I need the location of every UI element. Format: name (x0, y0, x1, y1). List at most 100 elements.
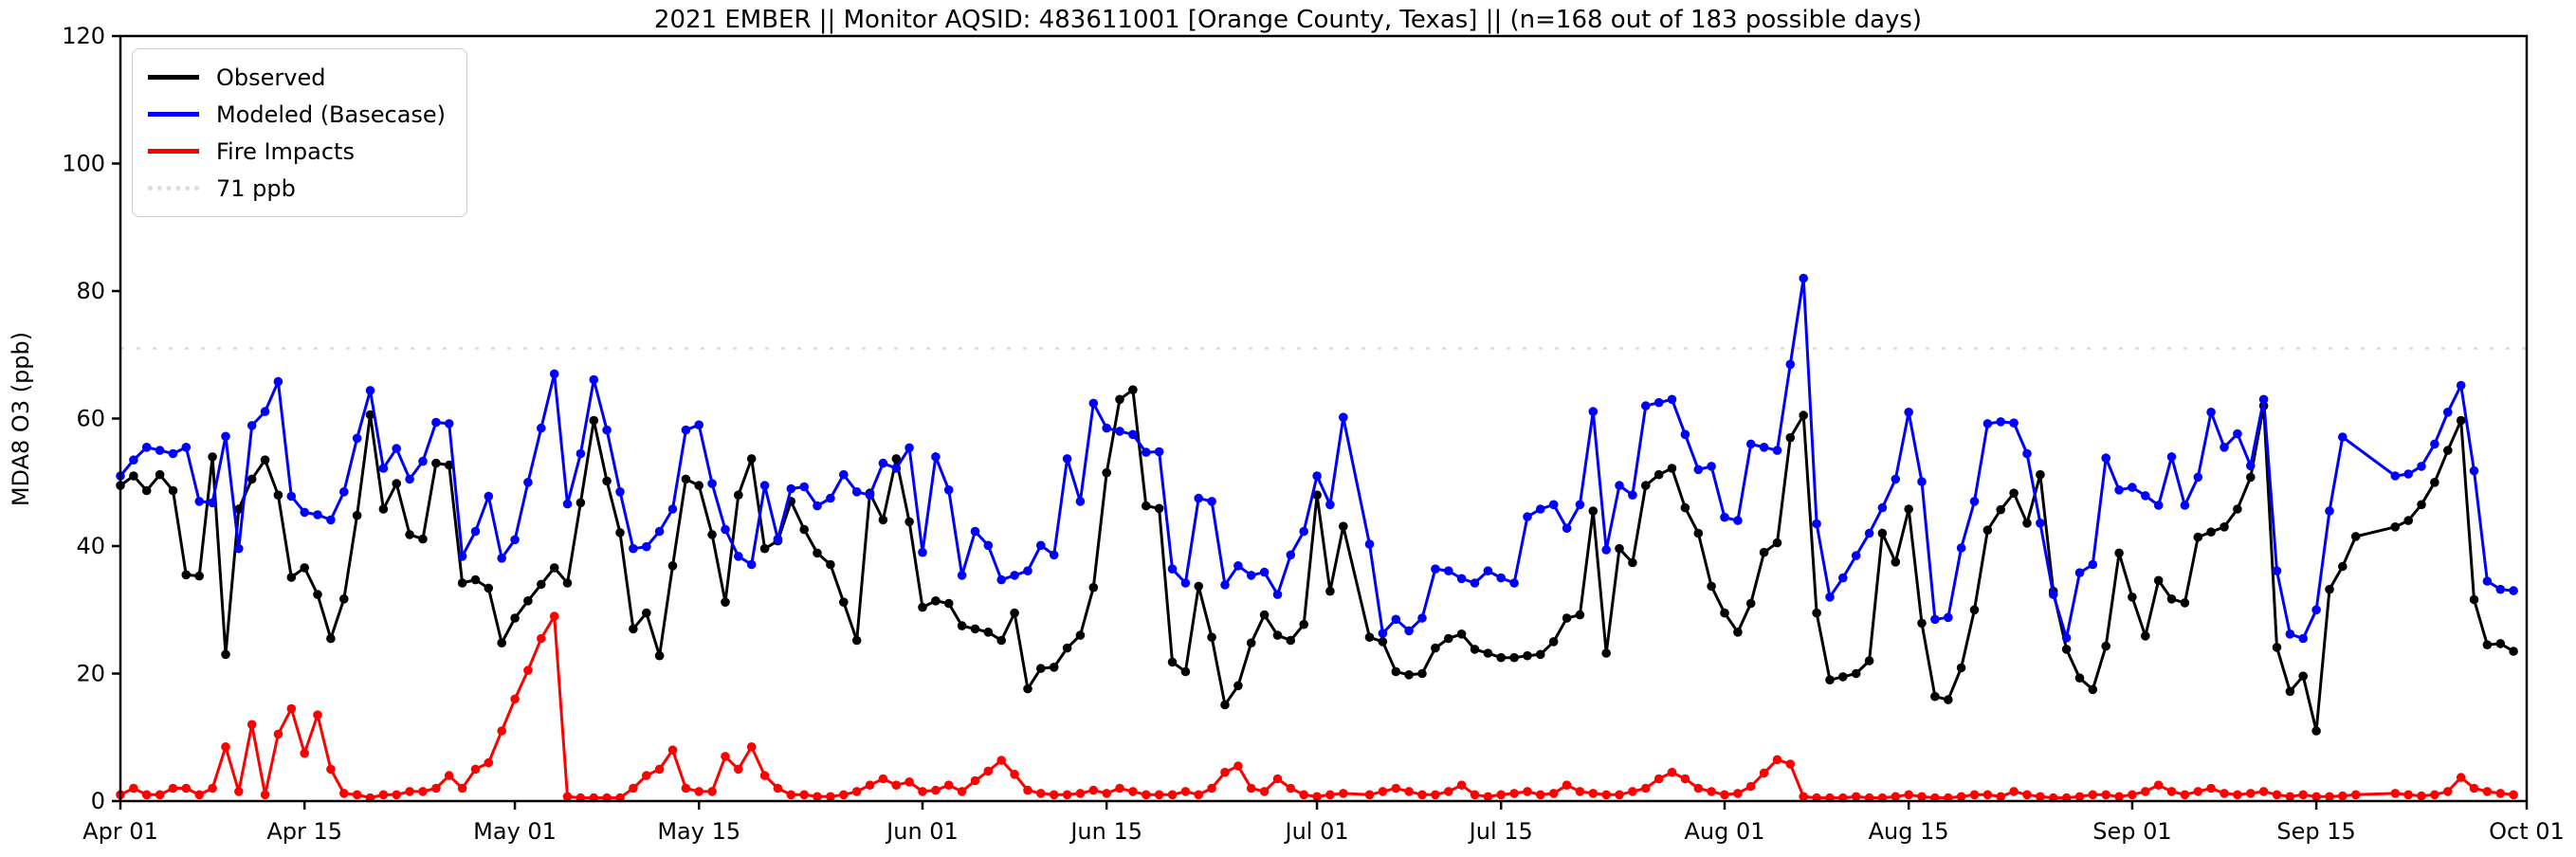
data-point (313, 510, 322, 520)
data-point (2258, 394, 2269, 405)
data-point (1456, 629, 1467, 639)
data-point (129, 455, 138, 465)
x-tick-label: Jul 15 (1468, 818, 1533, 845)
data-point (2272, 566, 2282, 575)
data-point (1444, 633, 1453, 644)
data-point (2022, 790, 2032, 800)
data-point (1180, 666, 1191, 677)
data-point (642, 608, 651, 618)
data-point (1128, 429, 1138, 440)
data-point (1548, 500, 1559, 510)
data-point (1956, 663, 1966, 673)
data-point (392, 790, 402, 800)
data-point (537, 579, 546, 590)
data-point (904, 443, 914, 453)
data-point (2417, 500, 2426, 510)
legend-item-modeled-basecase-: Modeled (Basecase) (148, 96, 446, 133)
data-point (1102, 789, 1111, 798)
data-point (1996, 417, 2005, 427)
data-point (300, 563, 310, 573)
data-point (194, 497, 204, 506)
x-tick-label: Sep 15 (2276, 818, 2355, 845)
data-point (667, 504, 678, 514)
data-point (2350, 532, 2361, 541)
data-point (2246, 789, 2256, 798)
data-point (589, 374, 599, 385)
data-point (1470, 578, 1480, 588)
series-line-observed (119, 387, 2514, 732)
data-point (260, 407, 270, 416)
data-point (1180, 578, 1191, 588)
data-point (2166, 787, 2177, 796)
data-point (2101, 790, 2110, 800)
data-point (221, 649, 230, 660)
data-point (1496, 652, 1506, 663)
data-point (2088, 684, 2098, 695)
data-point (1207, 783, 1216, 793)
data-point (2088, 559, 2098, 570)
data-point (1680, 429, 1690, 440)
x-tick-label: May 15 (657, 818, 740, 845)
data-point (1259, 567, 1270, 577)
data-point (1680, 774, 1690, 784)
data-point (444, 419, 454, 428)
data-point (1601, 648, 1611, 658)
y-axis-title: MDA8 O3 (ppb) (8, 331, 34, 507)
data-point (746, 559, 757, 570)
data-point (970, 775, 980, 786)
data-point (2443, 787, 2453, 796)
data-point (1220, 700, 1230, 710)
data-point (1431, 643, 1440, 653)
data-point (1299, 526, 1308, 537)
data-point (2311, 605, 2321, 615)
data-point (260, 790, 270, 800)
data-point (260, 455, 270, 465)
data-point (431, 417, 441, 428)
data-point (234, 543, 244, 554)
data-point (549, 369, 559, 379)
data-point (2430, 790, 2439, 800)
data-point (1641, 481, 1651, 490)
data-point (418, 534, 428, 544)
data-point (2390, 471, 2401, 481)
data-point (497, 638, 506, 647)
data-point (2180, 598, 2190, 608)
data-point (681, 474, 691, 484)
data-point (865, 780, 875, 790)
data-point (1851, 792, 1861, 802)
data-point (681, 425, 691, 435)
data-point (851, 487, 862, 497)
x-tick-label: May 01 (473, 818, 557, 845)
data-point (2009, 488, 2019, 498)
data-point (1062, 643, 1072, 653)
data-point (1010, 608, 1019, 618)
data-point (694, 420, 703, 430)
data-point (1641, 401, 1651, 410)
data-point (405, 474, 414, 484)
legend-swatch-icon (148, 149, 199, 154)
data-point (181, 783, 192, 793)
data-point (759, 543, 770, 554)
data-point (1904, 504, 1913, 514)
data-point (1417, 613, 1427, 623)
data-point (2022, 448, 2032, 459)
legend-label: Modeled (Basecase) (216, 100, 447, 128)
data-point (2193, 787, 2203, 796)
data-point (970, 526, 980, 537)
data-point (813, 548, 822, 558)
data-point (1312, 792, 1322, 802)
data-point (1759, 768, 1769, 778)
data-point (943, 598, 954, 609)
data-point (1772, 755, 1782, 765)
data-point (1167, 657, 1178, 667)
data-point (418, 787, 428, 796)
data-point (1772, 446, 1782, 455)
data-point (1286, 783, 1296, 793)
data-point (826, 559, 835, 570)
y-tick-label: 100 (62, 151, 105, 177)
data-point (2495, 584, 2506, 594)
data-point (2220, 789, 2229, 798)
data-point (1759, 547, 1769, 557)
data-point (931, 785, 941, 795)
data-point (155, 446, 165, 455)
